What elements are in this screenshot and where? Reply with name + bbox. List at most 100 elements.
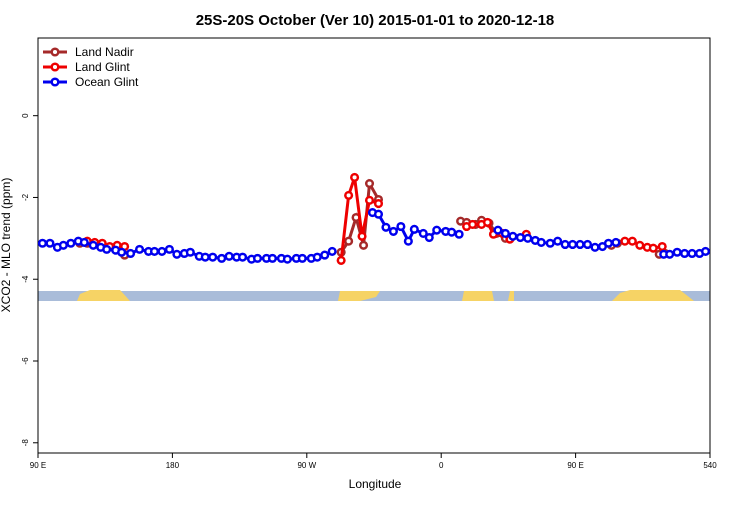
data-point <box>267 253 278 263</box>
x-tick-label: 180 <box>166 461 180 470</box>
legend-label: Land Nadir <box>75 45 134 59</box>
data-point <box>482 217 493 227</box>
series <box>37 208 711 264</box>
land-patch <box>338 291 380 301</box>
data-point <box>493 225 503 235</box>
y-tick-label: -4 <box>21 275 30 283</box>
data-point <box>418 228 428 238</box>
data-point <box>164 244 174 254</box>
data-point <box>185 247 195 257</box>
legend-label: Ocean Glint <box>75 75 139 89</box>
data-point <box>344 190 354 200</box>
data-point <box>560 239 570 250</box>
data-point <box>454 229 464 239</box>
data-point <box>217 253 227 263</box>
data-point <box>66 238 76 248</box>
data-point <box>172 249 182 259</box>
data-point <box>200 252 210 262</box>
data-point <box>344 236 354 246</box>
data-point <box>312 252 322 262</box>
data-point <box>102 244 112 254</box>
data-point <box>336 255 346 265</box>
x-tick-label: 90 E <box>30 461 46 470</box>
legend-label: Land Glint <box>75 60 130 74</box>
data-point <box>149 246 160 256</box>
legend-marker <box>50 77 60 87</box>
data-point <box>364 179 375 189</box>
data-point <box>373 209 384 219</box>
data-point <box>373 199 384 209</box>
data-point <box>545 238 555 248</box>
data-point <box>687 248 697 259</box>
data-point <box>508 231 518 241</box>
y-tick-label: 0 <box>21 113 30 118</box>
data-point <box>157 246 167 256</box>
data-point <box>432 225 442 235</box>
data-point <box>657 241 667 252</box>
land-mask <box>38 290 710 301</box>
data-point <box>45 238 55 248</box>
data-point <box>447 227 457 237</box>
chart-title: 25S-20S October (Ver 10) 2015-01-01 to 2… <box>196 12 555 29</box>
data-point <box>357 231 367 241</box>
data-point <box>700 246 711 256</box>
x-tick-label: 540 <box>703 461 717 470</box>
data-point <box>381 222 391 232</box>
data-point <box>582 239 593 250</box>
data-point <box>424 232 434 243</box>
data-point <box>208 252 218 262</box>
y-tick-label: -8 <box>21 439 30 447</box>
x-axis-label: Longitude <box>349 477 402 491</box>
data-point <box>350 172 360 182</box>
x-tick-label: 0 <box>439 461 444 470</box>
data-point <box>126 248 136 259</box>
land-patch <box>77 290 130 301</box>
y-axis-label: XCO2 - MLO trend (ppm) <box>0 178 13 313</box>
data-point <box>327 246 337 256</box>
data-point <box>672 247 682 257</box>
data-point <box>620 236 630 246</box>
data-point <box>665 249 675 259</box>
x-tick-label: 90 W <box>297 461 316 470</box>
data-point <box>88 240 98 250</box>
land-patch <box>612 290 694 301</box>
x-tick-label: 90 E <box>567 461 583 470</box>
data-point <box>603 238 614 248</box>
data-point <box>117 247 127 257</box>
data-point <box>575 239 585 250</box>
data-point <box>224 251 234 261</box>
data-point <box>635 240 645 250</box>
data-point <box>500 228 510 238</box>
data-point <box>320 250 330 260</box>
data-point <box>536 237 546 247</box>
legend-marker <box>50 47 60 57</box>
data-point <box>252 253 263 263</box>
data-point <box>403 236 413 246</box>
data-point <box>297 253 307 263</box>
data-point <box>134 244 145 254</box>
data-point <box>58 240 68 250</box>
data-point <box>409 224 419 234</box>
land-patch <box>508 291 514 301</box>
legend-marker <box>50 62 60 72</box>
y-tick-label: -2 <box>21 193 30 201</box>
y-tick-label: -6 <box>21 357 30 365</box>
data-point <box>396 221 406 232</box>
data-point <box>515 232 525 243</box>
data-point <box>238 252 248 262</box>
land-patch <box>462 291 494 301</box>
data-point <box>358 240 369 250</box>
data-point <box>523 233 533 243</box>
data-point <box>468 219 478 229</box>
data-point <box>590 242 600 252</box>
data-point <box>680 248 690 259</box>
data-point <box>627 236 637 246</box>
data-point <box>282 254 292 264</box>
data-point <box>364 195 375 205</box>
data-point <box>611 237 621 247</box>
data-point <box>568 239 578 250</box>
data-point <box>553 236 563 246</box>
data-point <box>37 238 48 248</box>
